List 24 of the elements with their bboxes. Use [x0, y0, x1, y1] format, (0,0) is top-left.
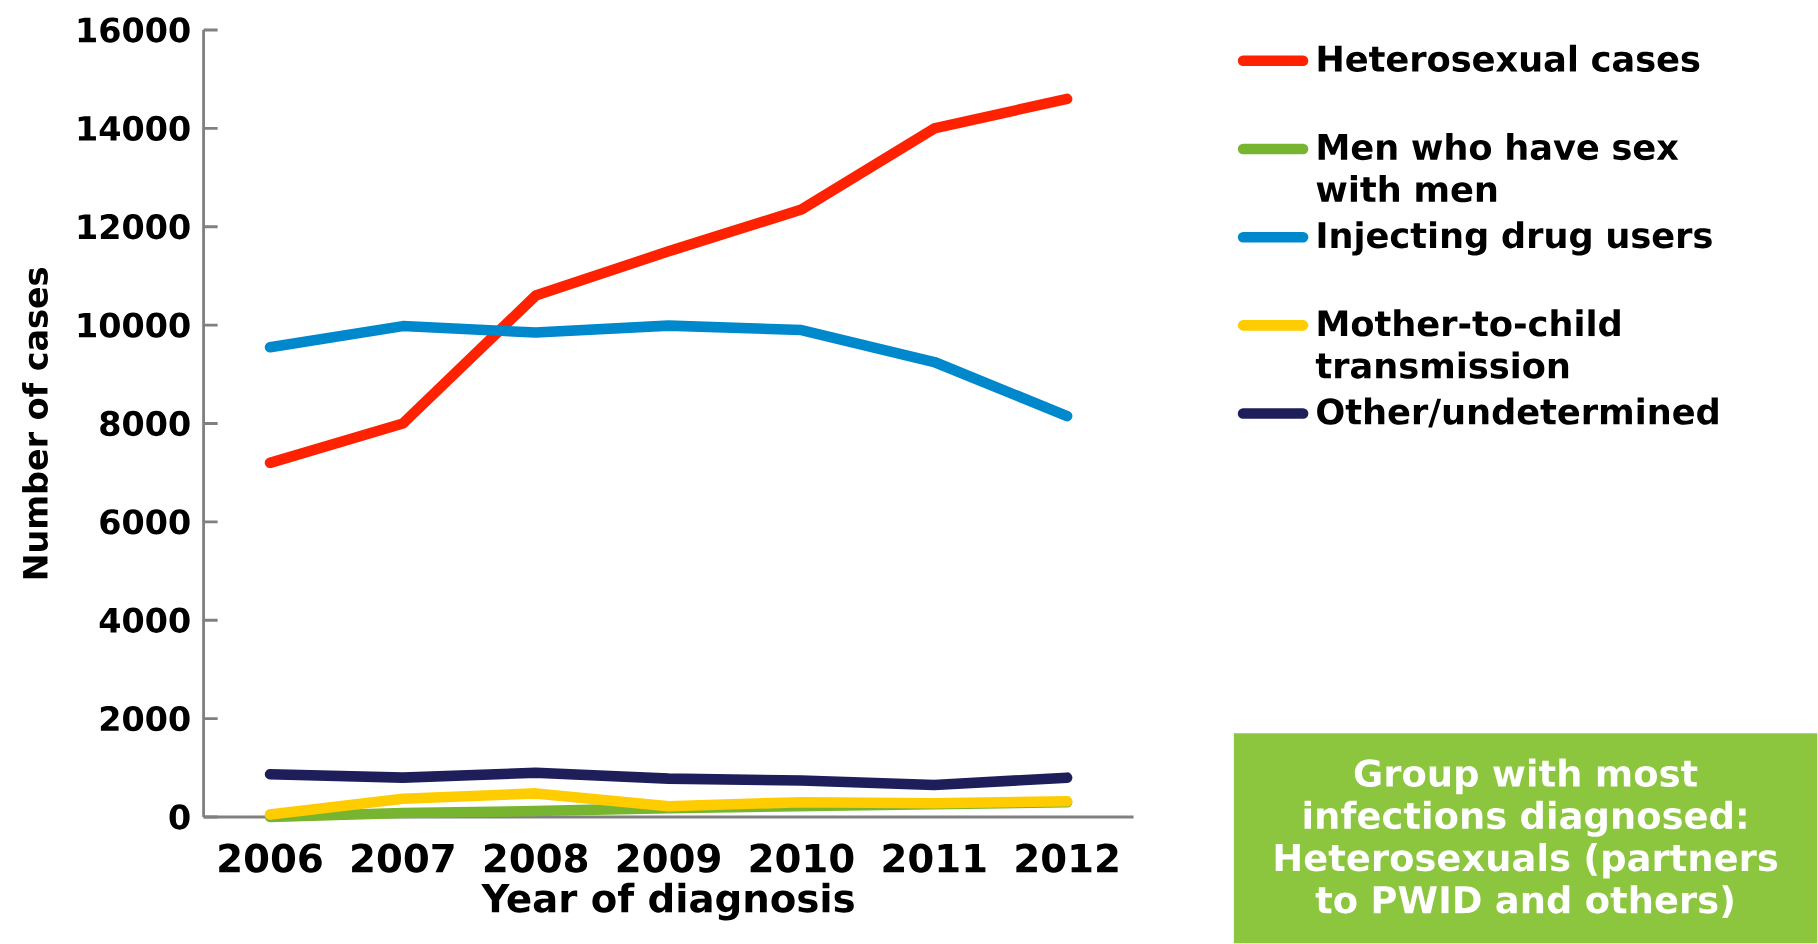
legend-label: Heterosexual cases [1318, 44, 1700, 72]
text: Group with most infections diagnosed: Heterosexuals (partners to PWID and others) [1275, 758, 1778, 918]
y-tick-label: 16000 [78, 17, 190, 43]
legend-label: Men who have sex with men [1316, 132, 1679, 203]
x-tick-label: 2008 [484, 843, 588, 873]
y-tick-label: 2000 [100, 705, 190, 732]
x-tick-label: 2006 [219, 843, 322, 873]
y-tick-label: 4000 [99, 607, 190, 633]
x-axis-title: Year of diagnosis [481, 882, 854, 921]
y-tick-label: 8000 [100, 410, 190, 437]
y-tick-label: 12000 [78, 214, 190, 240]
x-tick-label: 2009 [617, 843, 720, 873]
legend-label: Other/undetermined [1317, 397, 1718, 428]
x-tick-label: 2011 [883, 843, 986, 873]
y-tick-label: 10000 [78, 312, 190, 338]
x-tick-label: 2007 [352, 843, 454, 873]
y-axis-title: Number of cases [22, 268, 48, 579]
legend-label: Mother-to-child transmission [1315, 309, 1620, 379]
y-tick-label: 6000 [100, 509, 190, 535]
y-tick-label: 14000 [78, 115, 190, 142]
x-tick-label: 2012 [1016, 843, 1118, 873]
legend-label: Injecting drug users [1318, 221, 1712, 256]
y-tick-label: 0 [169, 804, 190, 830]
x-tick-label: 2010 [750, 843, 854, 873]
